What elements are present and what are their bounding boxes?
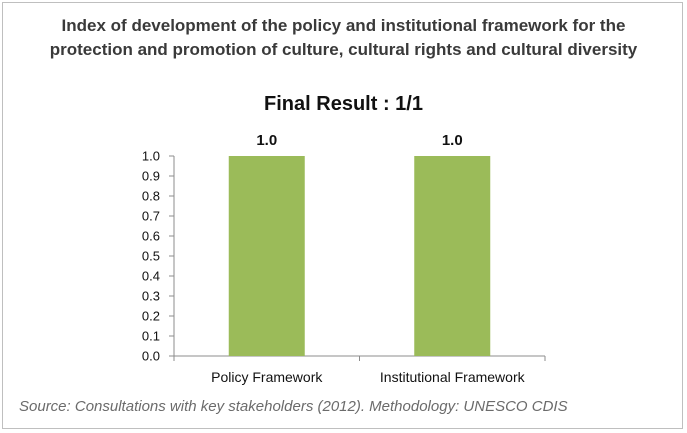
bar xyxy=(414,156,491,356)
data-label: 1.0 xyxy=(256,132,277,149)
chart-header-title: Index of development of the policy and i… xyxy=(0,14,687,62)
y-tick-label: 0.0 xyxy=(142,349,160,364)
y-tick-label: 0.8 xyxy=(142,189,160,204)
y-tick-label: 0.6 xyxy=(142,229,160,244)
y-tick-label: 0.2 xyxy=(142,309,160,324)
y-tick-label: 0.3 xyxy=(142,289,160,304)
y-tick-label: 0.9 xyxy=(142,169,160,184)
chart-frame xyxy=(2,2,683,429)
data-label: 1.0 xyxy=(442,132,463,149)
y-tick-label: 0.7 xyxy=(142,209,160,224)
y-tick-label: 0.4 xyxy=(142,269,160,284)
x-category-label: Policy Framework xyxy=(211,369,323,385)
source-note: Source: Consultations with key stakehold… xyxy=(19,398,568,415)
y-tick-label: 1.0 xyxy=(142,149,160,164)
chart-header-title-line-1: Index of development of the policy and i… xyxy=(61,16,626,35)
x-category-label: Institutional Framework xyxy=(380,369,526,385)
bar xyxy=(228,156,305,356)
chart-title: Final Result : 1/1 xyxy=(264,93,423,115)
y-tick-label: 0.1 xyxy=(142,329,160,344)
y-tick-label: 0.5 xyxy=(142,249,160,264)
chart-header-title-line-2: protection and promotion of culture, cul… xyxy=(49,40,638,59)
